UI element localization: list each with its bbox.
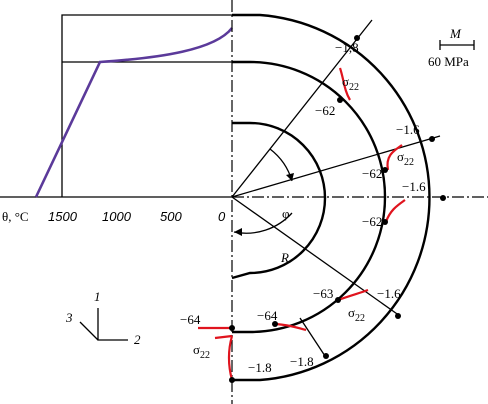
sigma-symbol: σ — [193, 342, 200, 357]
stress-label: −1,8 — [335, 40, 359, 55]
frame — [61, 14, 232, 197]
stress-label: −1.6 — [377, 286, 401, 301]
ray — [231, 135, 441, 198]
axis-number: 2 — [134, 332, 141, 347]
radius-label: R — [280, 250, 289, 265]
arrow — [234, 228, 242, 236]
scale-symbol: M — [449, 26, 462, 41]
stress-curve — [384, 199, 406, 223]
point — [395, 313, 401, 319]
tick-label: 1000 — [102, 209, 132, 224]
point — [440, 195, 446, 201]
stress-label: −1.8 — [248, 360, 272, 375]
axis-label: θ, °C — [2, 209, 29, 224]
stress-curve — [337, 288, 369, 302]
scale-value: 60 MPa — [428, 54, 469, 69]
stress-curve — [386, 144, 403, 171]
stress-label: −62 — [315, 103, 335, 118]
sigma-symbol: σ — [348, 305, 355, 320]
point — [229, 377, 235, 383]
sigma-label: σ22 — [348, 305, 365, 324]
tick-label: 500 — [160, 209, 182, 224]
point — [354, 35, 360, 41]
points — [229, 35, 446, 383]
stress-label: −1.8 — [290, 354, 314, 369]
sigma-subscript: 22 — [355, 313, 365, 324]
stress-curve — [275, 322, 307, 332]
section-line — [299, 317, 326, 357]
stress-curve — [198, 326, 234, 381]
angle-label: φ — [282, 206, 290, 221]
stress-label: −63 — [313, 286, 333, 301]
point — [335, 297, 341, 303]
stress-label: −62 — [362, 214, 382, 229]
tick-label: 0 — [218, 209, 226, 224]
stress-curve — [338, 67, 351, 101]
tick-label: 1500 — [48, 209, 78, 224]
axis-number: 3 — [65, 310, 73, 325]
sigma-symbol: σ — [342, 74, 349, 89]
temperature-plot: θ, °C 1500 1000 500 0 — [0, 14, 234, 224]
point — [272, 321, 278, 327]
arrow — [286, 173, 294, 181]
stress-label: −64 — [257, 308, 278, 323]
sigma-symbol: σ — [397, 149, 404, 164]
stress-label: −62 — [362, 166, 382, 181]
coordinate-axes — [79, 308, 128, 341]
ray — [231, 196, 401, 317]
stress-label: −1.6 — [396, 122, 420, 137]
sigma-label: σ22 — [193, 342, 210, 361]
sigma-subscript: 22 — [349, 82, 359, 93]
ray — [231, 19, 373, 198]
sigma-subscript: 22 — [200, 350, 210, 361]
point — [337, 97, 343, 103]
inner-contour — [231, 121, 327, 280]
sigma-subscript: 22 — [404, 157, 414, 168]
outer-contour — [232, 13, 431, 382]
stress-label: −1.6 — [402, 179, 426, 194]
sigma-label: σ22 — [342, 74, 359, 93]
axis-number: 1 — [94, 289, 101, 304]
point — [382, 219, 388, 225]
stress-label: −64 — [180, 312, 201, 327]
point — [429, 136, 435, 142]
point — [229, 325, 235, 331]
point — [323, 353, 329, 359]
temperature-curve — [34, 27, 234, 198]
middle-contour — [232, 60, 387, 334]
point — [382, 167, 388, 173]
sigma-label: σ22 — [397, 149, 414, 168]
